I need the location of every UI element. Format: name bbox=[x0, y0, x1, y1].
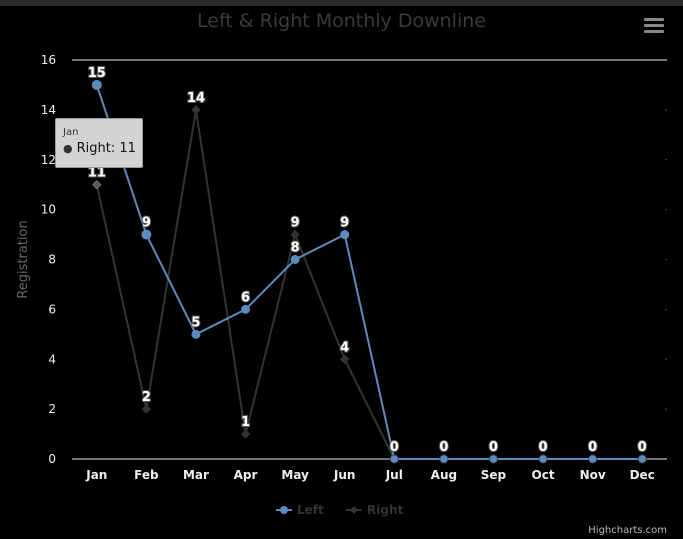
data-point-left bbox=[191, 329, 201, 339]
y-tick-label: 8 bbox=[48, 253, 56, 267]
tooltip-header: Jan bbox=[63, 127, 79, 138]
data-label: 2 bbox=[142, 390, 151, 405]
data-label: 0 bbox=[489, 440, 498, 455]
y-tick-label: 6 bbox=[48, 302, 56, 316]
x-tick-label: Feb bbox=[134, 468, 159, 482]
x-tick-label: Jun bbox=[333, 468, 356, 482]
data-label: 0 bbox=[439, 440, 448, 455]
data-point-left bbox=[340, 230, 350, 240]
data-label: 0 bbox=[588, 440, 597, 455]
series-line-right bbox=[95, 109, 643, 460]
data-label: 14 bbox=[187, 91, 205, 106]
data-label: 4 bbox=[340, 340, 349, 355]
data-label: 9 bbox=[291, 216, 300, 231]
x-tick-label: Dec bbox=[630, 468, 655, 482]
data-point-left bbox=[588, 454, 598, 464]
tooltip: Jan ● Right: 11 bbox=[55, 118, 143, 168]
x-tick-label: Jan bbox=[85, 468, 107, 482]
data-label: 9 bbox=[340, 216, 349, 231]
top-border bbox=[0, 0, 683, 6]
data-point-left bbox=[439, 454, 449, 464]
data-label: 11 bbox=[88, 166, 106, 181]
data-point-left bbox=[290, 255, 300, 264]
data-label: 1 bbox=[241, 415, 250, 430]
x-tick-label: Mar bbox=[183, 468, 209, 482]
data-label: 15 bbox=[88, 66, 106, 81]
data-point-right bbox=[141, 404, 152, 414]
data-label: 0 bbox=[439, 440, 448, 455]
x-tick-label: Nov bbox=[580, 468, 606, 482]
y-axis-title: Registration bbox=[16, 220, 31, 298]
x-tick-label: May bbox=[281, 468, 309, 482]
data-point-right bbox=[340, 354, 350, 364]
data-label: 8 bbox=[291, 241, 300, 256]
data-point-left bbox=[637, 454, 647, 464]
y-tick-label: 14 bbox=[41, 103, 56, 117]
data-point-right bbox=[191, 105, 201, 115]
menu-icon[interactable] bbox=[644, 18, 664, 34]
tooltip-value: 11 bbox=[119, 141, 136, 156]
tooltip-dot-icon: ● bbox=[63, 142, 73, 155]
y-tick-label: 0 bbox=[48, 452, 56, 466]
x-tick-label: Aug bbox=[431, 468, 457, 482]
data-label: 0 bbox=[638, 440, 647, 455]
data-label: 0 bbox=[390, 440, 399, 455]
series-line-left bbox=[95, 84, 643, 460]
data-point-left bbox=[488, 454, 498, 464]
y-tick-label: 2 bbox=[48, 402, 56, 416]
x-tick-label: Sep bbox=[481, 468, 507, 482]
data-point-right bbox=[92, 179, 102, 190]
data-label: 0 bbox=[539, 440, 548, 455]
data-label: 9 bbox=[142, 216, 151, 231]
y-tick-label: 10 bbox=[41, 203, 56, 217]
data-point-right bbox=[290, 229, 300, 240]
data-label: 0 bbox=[390, 440, 399, 455]
data-point-left bbox=[389, 454, 399, 464]
legend-label-right[interactable]: Right bbox=[367, 503, 403, 517]
y-tick-label: 4 bbox=[48, 352, 56, 366]
credits-link[interactable]: Highcharts.com bbox=[588, 525, 667, 536]
x-tick-label: Jul bbox=[385, 468, 403, 482]
data-point-left bbox=[241, 304, 251, 314]
data-point-left bbox=[538, 454, 548, 464]
legend-label-left[interactable]: Left bbox=[297, 503, 324, 517]
chart-title: Left & Right Monthly Downline bbox=[197, 10, 486, 32]
data-label: 6 bbox=[241, 290, 250, 305]
data-label: 0 bbox=[588, 440, 597, 455]
data-point-left bbox=[141, 229, 152, 240]
data-label: 5 bbox=[191, 315, 200, 330]
data-label: 0 bbox=[638, 440, 647, 455]
x-tick-label: Oct bbox=[532, 468, 555, 482]
legend-marker-left bbox=[280, 506, 288, 514]
data-label: 0 bbox=[539, 440, 548, 455]
tooltip-row: ● Right: 11 bbox=[63, 141, 136, 156]
data-point-right bbox=[240, 429, 251, 439]
tooltip-series: Right bbox=[76, 141, 111, 156]
x-tick-label: Apr bbox=[234, 468, 258, 482]
y-tick-label: 12 bbox=[41, 153, 56, 167]
legend-marker-right bbox=[350, 506, 358, 514]
data-label: 0 bbox=[489, 440, 498, 455]
y-tick-label: 16 bbox=[41, 53, 56, 67]
data-point-left bbox=[91, 79, 102, 90]
